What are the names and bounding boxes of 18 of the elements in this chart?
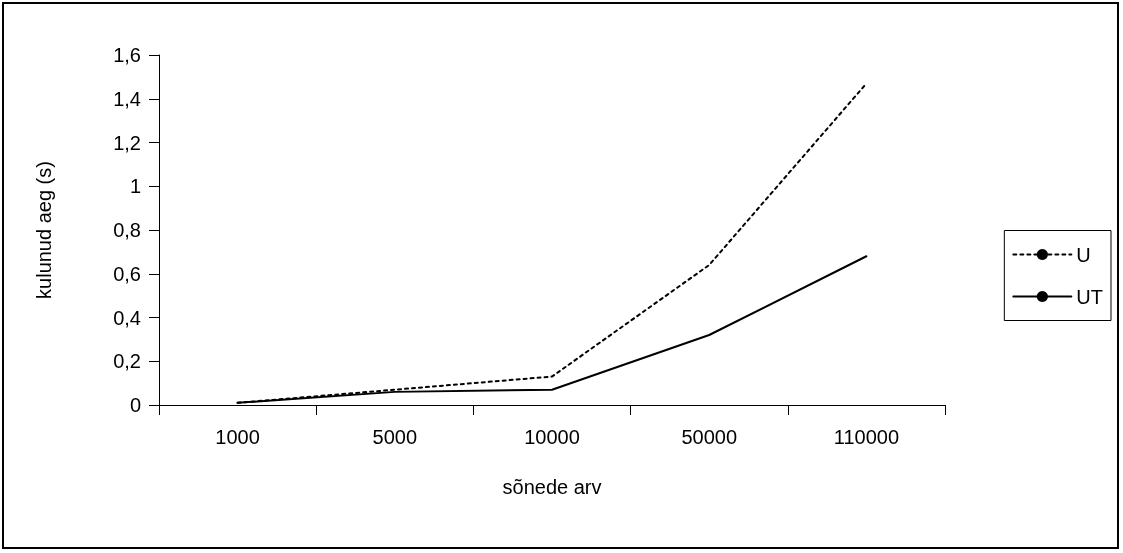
y-tick-label: 0,2 — [113, 350, 141, 373]
x-tick-label: 10000 — [524, 426, 580, 448]
x-tick-label: 1000 — [215, 426, 260, 448]
legend-label: U — [1076, 243, 1091, 266]
y-axis-title: kulunud aeg (s) — [33, 161, 55, 299]
y-tick-label: 0,8 — [113, 219, 141, 241]
y-tick-label: 1,2 — [113, 131, 141, 154]
y-tick-label: 0,4 — [113, 306, 141, 329]
y-tick-label: 0,6 — [113, 262, 141, 285]
y-tick-label: 1,6 — [113, 44, 141, 66]
y-tick-label: 1,4 — [113, 87, 141, 110]
x-tick-label: 5000 — [372, 426, 418, 448]
x-tick-label: 50000 — [681, 426, 738, 448]
legend-label: UT — [1076, 285, 1104, 308]
x-tick-label: 110000 — [833, 426, 900, 448]
x-axis-title: sõnede arv — [502, 476, 602, 498]
y-tick-label: 0 — [129, 394, 141, 416]
y-tick-label: 1 — [129, 175, 141, 198]
